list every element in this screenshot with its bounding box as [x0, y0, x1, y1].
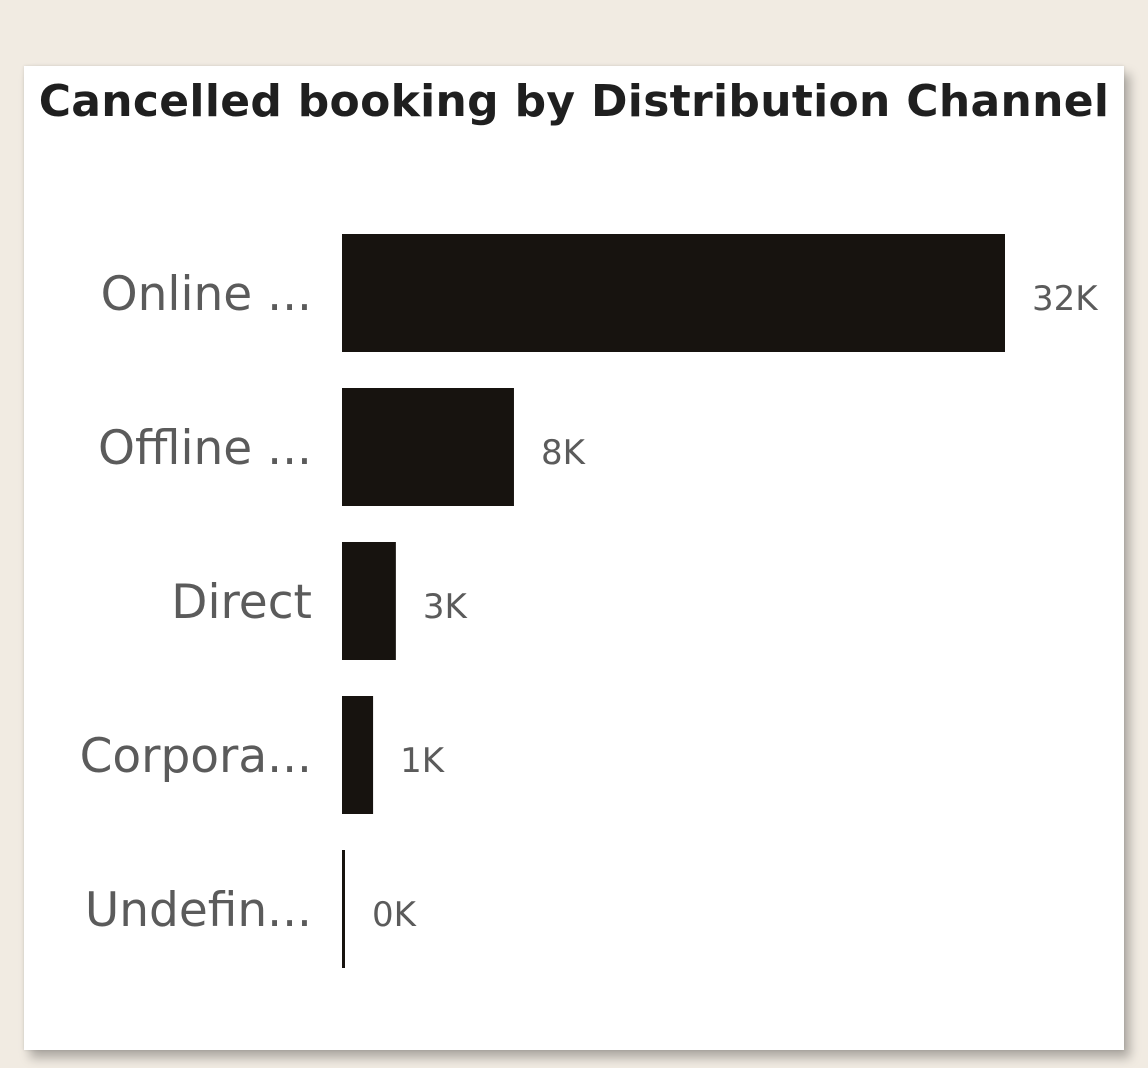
bar[interactable]	[342, 234, 1005, 352]
bar-chart: Online ... 32K Offline ... 8K Direct 3K Corpor…	[80, 234, 1099, 968]
bar[interactable]	[342, 696, 374, 814]
category-label: Direct	[171, 575, 312, 630]
value-label: 8K	[541, 433, 587, 473]
chart-card: Cancelled booking by Distribution Channe…	[24, 66, 1124, 1050]
value-label: 32K	[1032, 279, 1099, 319]
category-label: Online ...	[101, 267, 312, 322]
bars-layer: Online ... 32K Offline ... 8K Direct 3K Corpor…	[80, 234, 1099, 968]
value-label: 0K	[372, 895, 418, 935]
value-label: 1K	[400, 741, 446, 781]
bar[interactable]	[342, 542, 396, 660]
bar[interactable]	[342, 388, 514, 506]
chart-title: Cancelled booking by Distribution Channe…	[38, 76, 1110, 127]
category-label: Offline ...	[98, 421, 312, 476]
category-label: Undefin...	[85, 883, 312, 938]
value-label: 3K	[423, 587, 469, 627]
bar[interactable]	[342, 850, 345, 968]
category-label: Corpora...	[80, 729, 312, 784]
